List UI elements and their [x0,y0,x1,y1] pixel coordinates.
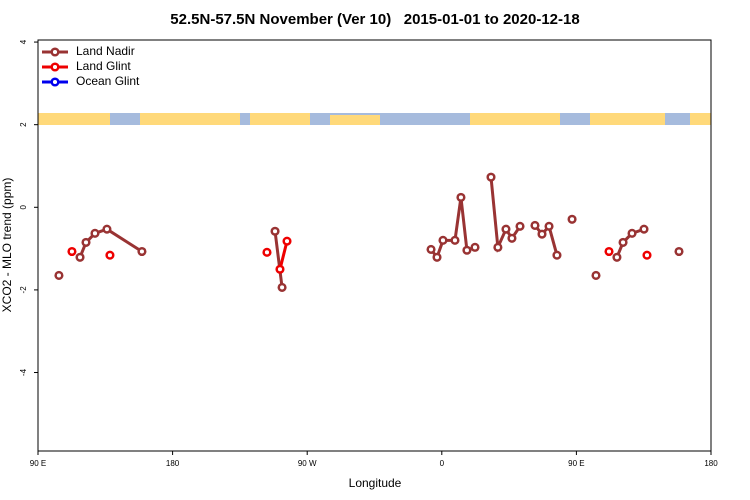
data-point [470,242,480,252]
x-axis-label: Longitude [349,476,402,490]
data-point [604,246,614,257]
data-point [501,224,511,234]
series-line [80,177,679,287]
data-point [137,246,147,257]
data-point [90,228,100,238]
data-point [462,245,472,255]
x-tick-label: 90 W [298,459,317,468]
data-point [450,235,460,245]
data-point [277,282,287,292]
x-tick-label: 180 [704,459,718,468]
data-point [537,229,547,239]
legend-marker [50,62,60,72]
legend-label: Land Nadir [76,44,135,58]
data-point [67,246,77,257]
data-point [486,172,496,182]
series-line [280,241,647,269]
data-point [262,247,272,257]
y-tick-label: 2 [19,122,28,127]
data-point [674,246,684,257]
chart-title: 52.5N-57.5N November (Ver 10) 2015-01-01… [170,11,579,28]
data-point [642,250,652,260]
legend-marker [50,47,60,57]
data-point [102,224,112,234]
data-point [639,224,649,234]
data-point [275,264,285,274]
legend-label: Ocean Glint [76,74,140,88]
y-tick-label: -2 [19,286,28,294]
data-point [456,192,466,202]
data-point [612,252,622,262]
data-point [515,221,525,231]
y-tick-label: 4 [19,39,28,44]
x-tick-label: 180 [166,459,180,468]
data-point [105,250,115,260]
data-point [426,244,436,254]
y-axis-label: XCO2 - MLO trend (ppm) [0,178,14,313]
data-point [591,270,601,280]
data-point [432,252,442,262]
map-band [38,113,711,125]
y-tick-label: -4 [19,368,28,376]
data-point [530,220,540,231]
data-point [567,214,577,224]
data-point [54,270,64,280]
data-point [552,250,562,260]
data-point [507,233,517,243]
data-point [618,237,628,247]
data-point [270,226,280,236]
legend-marker [50,77,60,87]
data-point [81,237,91,247]
data-point [282,236,292,246]
y-tick-label: 0 [19,205,28,210]
data-point [627,228,637,238]
x-tick-label: 90 E [568,459,584,468]
data-point [75,252,85,262]
data-point [438,235,448,245]
x-tick-label: 90 E [30,459,46,468]
x-tick-label: 0 [440,459,445,468]
plot-frame [37,39,712,452]
data-point [493,242,503,252]
data-point [544,221,554,231]
legend-label: Land Glint [76,59,131,73]
